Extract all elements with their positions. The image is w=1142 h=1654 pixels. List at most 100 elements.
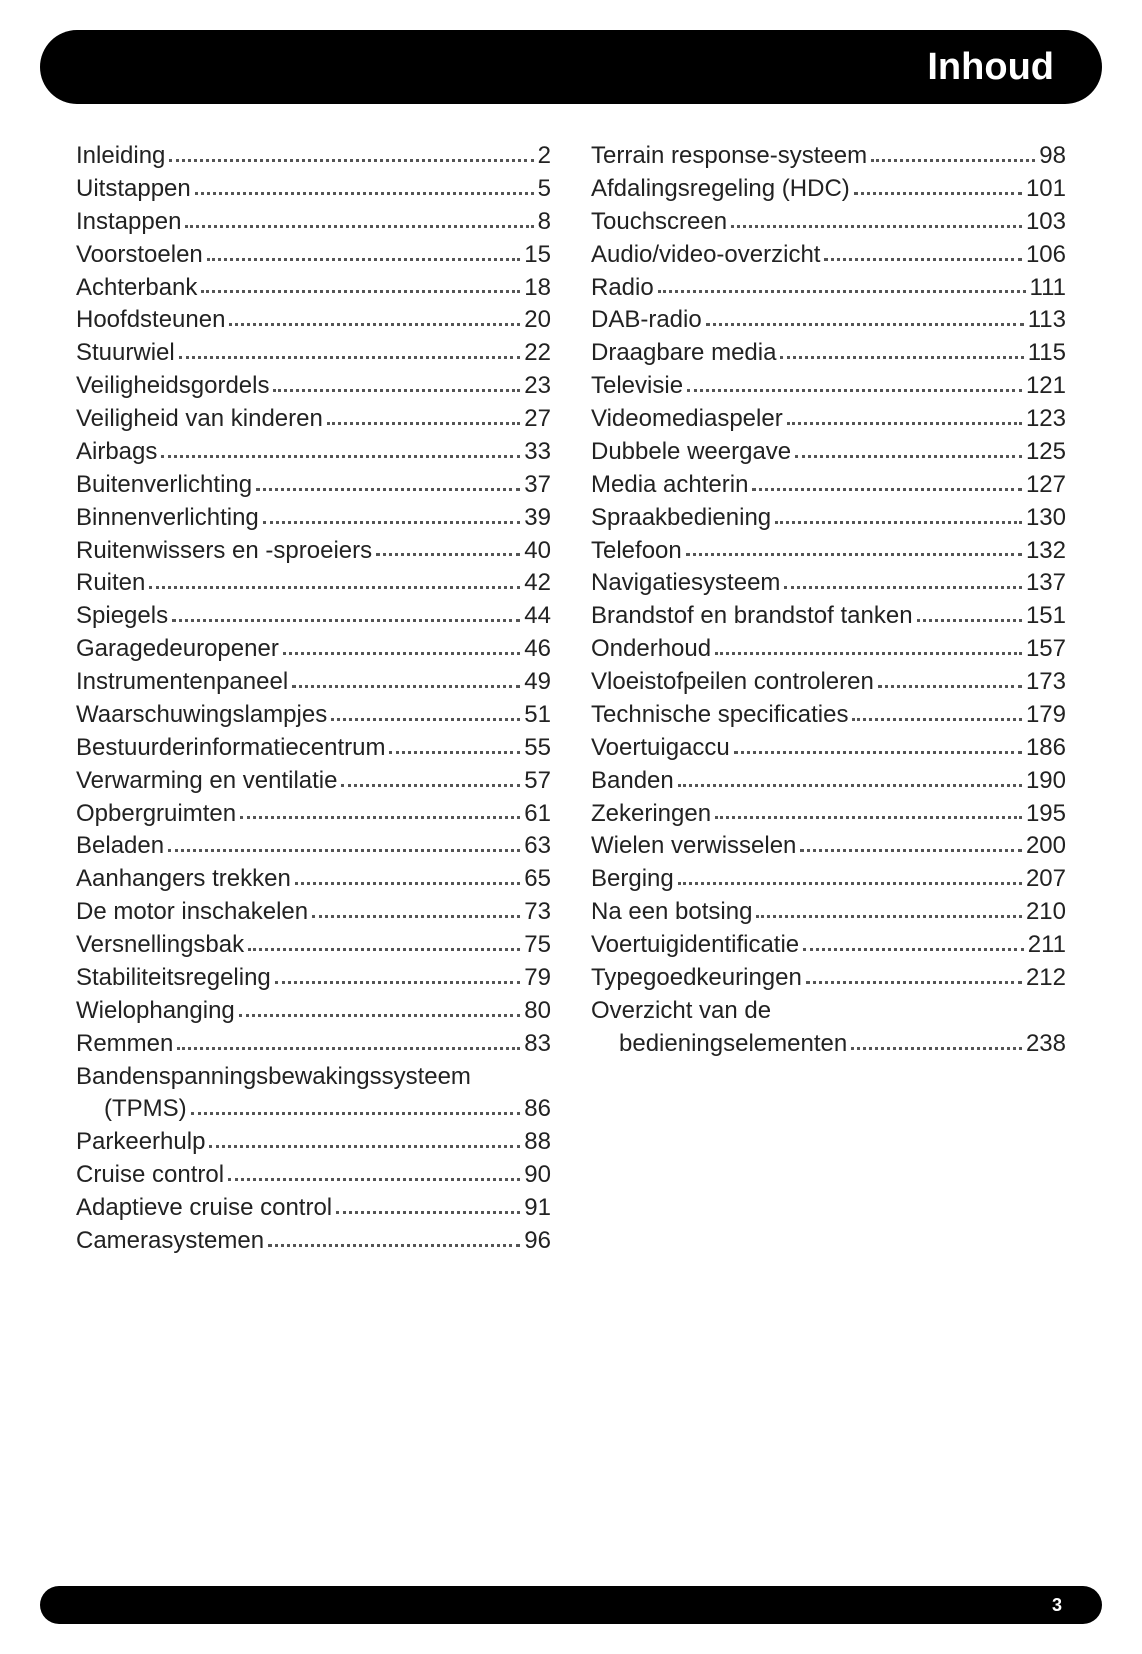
toc-entry-title: Verwarming en ventilatie	[76, 765, 337, 798]
toc-entry: Buitenverlichting 37	[76, 469, 551, 502]
toc-entry-title: Remmen	[76, 1028, 173, 1061]
toc-entry-title: Wielophanging	[76, 995, 235, 1028]
toc-leader	[871, 159, 1035, 162]
toc-entry: Garagedeuropener46	[76, 633, 551, 666]
toc-leader	[228, 1178, 520, 1181]
toc-entry: Onderhoud157	[591, 633, 1066, 666]
toc-entry-page: 98	[1039, 140, 1066, 173]
toc-entry: Verwarming en ventilatie 57	[76, 765, 551, 798]
toc-entry-page: 65	[524, 863, 551, 896]
toc-entry: Typegoedkeuringen212	[591, 962, 1066, 995]
toc-entry-page: 101	[1026, 173, 1066, 206]
toc-entry: Binnenverlichting39	[76, 502, 551, 535]
toc-entry: Aanhangers trekken 65	[76, 863, 551, 896]
toc-entry-title: Spiegels	[76, 600, 168, 633]
toc-leader	[191, 1112, 521, 1115]
toc-entry-page: 137	[1026, 567, 1066, 600]
toc-entry: Stabiliteitsregeling79	[76, 962, 551, 995]
toc-entry-title: Achterbank	[76, 272, 197, 305]
toc-entry-title: Inleiding	[76, 140, 165, 173]
toc-entry: Terrain response-systeem98	[591, 140, 1066, 173]
toc-entry-page: 79	[524, 962, 551, 995]
toc-leader	[678, 882, 1022, 885]
toc-entry-page: 96	[524, 1225, 551, 1258]
toc-entry-page: 23	[524, 370, 551, 403]
toc-entry-title: Vloeistofpeilen controleren	[591, 666, 874, 699]
toc-leader	[283, 652, 520, 655]
toc-leader	[292, 685, 520, 688]
toc-entry-page: 20	[524, 304, 551, 337]
toc-entry-page: 33	[524, 436, 551, 469]
toc-entry-page: 27	[524, 403, 551, 436]
toc-entry-page: 91	[524, 1192, 551, 1225]
toc-leader	[806, 981, 1022, 984]
toc-entry-page: 238	[1026, 1028, 1066, 1061]
toc-entry-title: Veiligheid van kinderen	[76, 403, 323, 436]
toc-entry-cont: bedieningselementen	[591, 1028, 847, 1061]
toc-entry-title: Bestuurderinformatiecentrum	[76, 732, 385, 765]
toc-entry: Instappen8	[76, 206, 551, 239]
toc-entry-title: Wielen verwisselen	[591, 830, 796, 863]
toc-entry: Wielophanging80	[76, 995, 551, 1028]
toc-leader	[312, 915, 520, 918]
toc-entry: DAB-radio 113	[591, 304, 1066, 337]
toc-entry: Bestuurderinformatiecentrum55	[76, 732, 551, 765]
toc-entry-title: Televisie	[591, 370, 683, 403]
toc-entry-title: Opbergruimten	[76, 798, 236, 831]
toc-entry-title: Beladen	[76, 830, 164, 863]
toc-leader	[275, 981, 521, 984]
toc-leader	[273, 389, 520, 392]
toc-entry: Media achterin127	[591, 469, 1066, 502]
toc-leader	[658, 290, 1026, 293]
toc-entry: Achterbank18	[76, 272, 551, 305]
toc-entry: Videomediaspeler123	[591, 403, 1066, 436]
toc-entry-title: DAB-radio	[591, 304, 702, 337]
toc-leader	[389, 751, 520, 754]
toc-column-right: Terrain response-systeem98Afdalingsregel…	[591, 140, 1066, 1258]
toc-leader	[780, 356, 1023, 359]
toc-entry-title: Aanhangers trekken	[76, 863, 291, 896]
toc-leader	[172, 619, 520, 622]
toc-entry-title: Buitenverlichting	[76, 469, 252, 502]
toc-entry-page: 151	[1026, 600, 1066, 633]
toc-leader	[248, 948, 520, 951]
toc-entry: Afdalingsregeling (HDC)101	[591, 173, 1066, 206]
toc-entry-page: 22	[524, 337, 551, 370]
toc-leader	[149, 586, 520, 589]
toc-entry: Brandstof en brandstof tanken 151	[591, 600, 1066, 633]
toc-leader	[800, 849, 1022, 852]
toc-entry-page: 37	[524, 469, 551, 502]
toc-entry-page: 115	[1028, 337, 1066, 370]
toc-entry-page: 210	[1026, 896, 1066, 929]
toc-entry-title: Navigatiesysteem	[591, 567, 780, 600]
toc-leader	[851, 1047, 1022, 1050]
toc-entry-title: Radio	[591, 272, 654, 305]
toc-entry-title: Brandstof en brandstof tanken	[591, 600, 913, 633]
toc-entry-title: Berging	[591, 863, 674, 896]
toc-entry-title: Spraakbediening	[591, 502, 771, 535]
toc-leader	[168, 849, 520, 852]
toc-entry-page: 57	[524, 765, 551, 798]
toc-entry: Voorstoelen15	[76, 239, 551, 272]
toc-entry: Remmen83	[76, 1028, 551, 1061]
toc-entry-title: Telefoon	[591, 535, 682, 568]
toc-leader	[824, 258, 1022, 261]
toc-entry-page: 212	[1026, 962, 1066, 995]
toc-entry-page: 90	[524, 1159, 551, 1192]
toc-entry-title: Voertuigaccu	[591, 732, 730, 765]
toc-leader	[784, 586, 1022, 589]
toc-entry-page: 40	[524, 535, 551, 568]
toc-entry-title: Videomediaspeler	[591, 403, 783, 436]
toc-entry-page: 61	[524, 798, 551, 831]
toc-entry: Technische specificaties179	[591, 699, 1066, 732]
toc-entry-title: Versnellingsbak	[76, 929, 244, 962]
toc-container: Inleiding2Uitstappen5Instappen8Voorstoel…	[76, 140, 1066, 1258]
header-bar: Inhoud	[40, 30, 1102, 104]
toc-leader	[687, 389, 1022, 392]
toc-entry-page: 113	[1028, 304, 1066, 337]
toc-entry-title: Overzicht van de	[591, 995, 771, 1028]
toc-entry-title: Instrumentenpaneel	[76, 666, 288, 699]
toc-entry-title: Banden	[591, 765, 674, 798]
toc-leader	[715, 652, 1022, 655]
toc-entry: Spiegels44	[76, 600, 551, 633]
